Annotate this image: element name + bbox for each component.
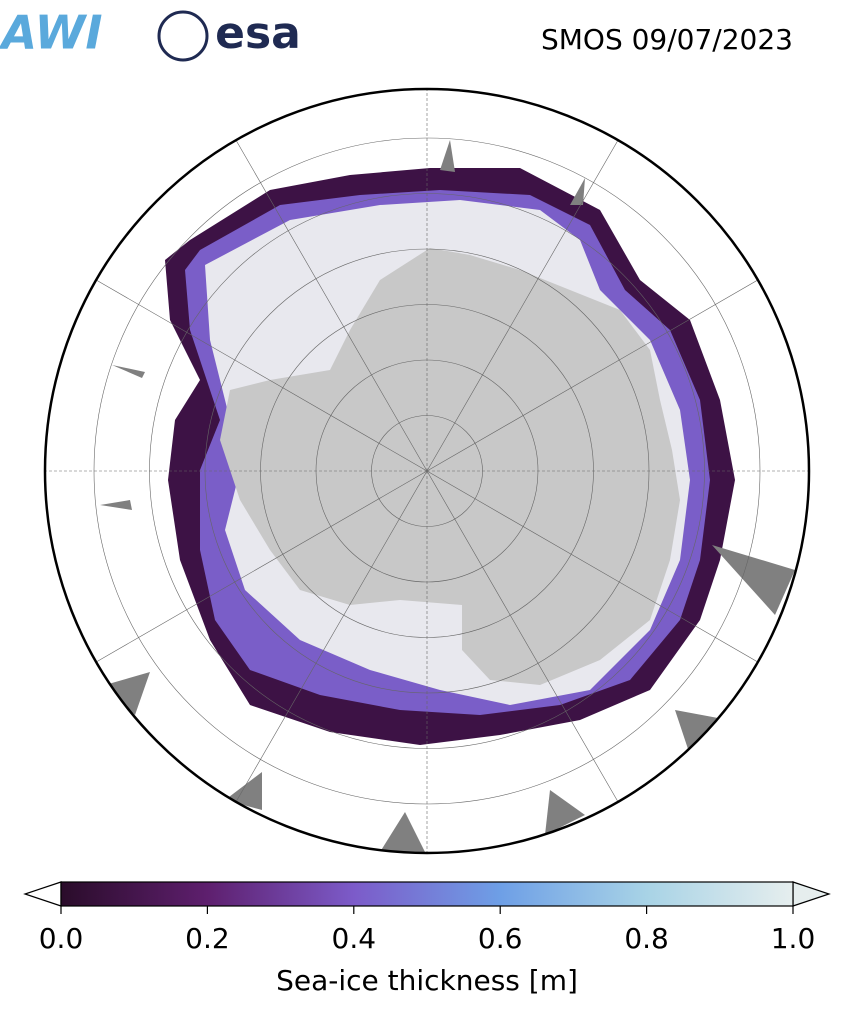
meridian — [80, 270, 428, 472]
colorbar-tick-label: 0.6 — [478, 922, 523, 955]
meridian — [426, 470, 628, 818]
map-frame — [43, 87, 811, 855]
colorbar-tick-label: 0.4 — [332, 922, 377, 955]
meridian — [226, 124, 428, 472]
colorbar-extend-min — [23, 881, 62, 907]
colorbar — [60, 881, 794, 907]
colorbar-tick-label: 0.2 — [185, 922, 230, 955]
colorbar-tick-label: 1.0 — [771, 922, 816, 955]
colorbar-extend-max — [792, 881, 831, 907]
meridian — [80, 470, 428, 672]
esa-logo-mark — [157, 10, 209, 62]
meridian — [226, 470, 428, 818]
antarctica — [220, 248, 680, 685]
awi-logo: AWI — [0, 6, 102, 60]
map-title: SMOS 09/07/2023 — [541, 23, 793, 56]
graticule — [45, 89, 809, 853]
meridian — [426, 270, 774, 472]
map — [45, 89, 809, 853]
esa-logo: esa — [215, 8, 301, 59]
colorbar-tick-label: 0.8 — [624, 922, 669, 955]
colorbar-tick-label: 0.0 — [39, 922, 84, 955]
meridian — [426, 124, 628, 472]
land — [100, 140, 795, 852]
colorbar-label: Sea-ice thickness [m] — [276, 964, 578, 997]
meridian — [426, 470, 774, 672]
